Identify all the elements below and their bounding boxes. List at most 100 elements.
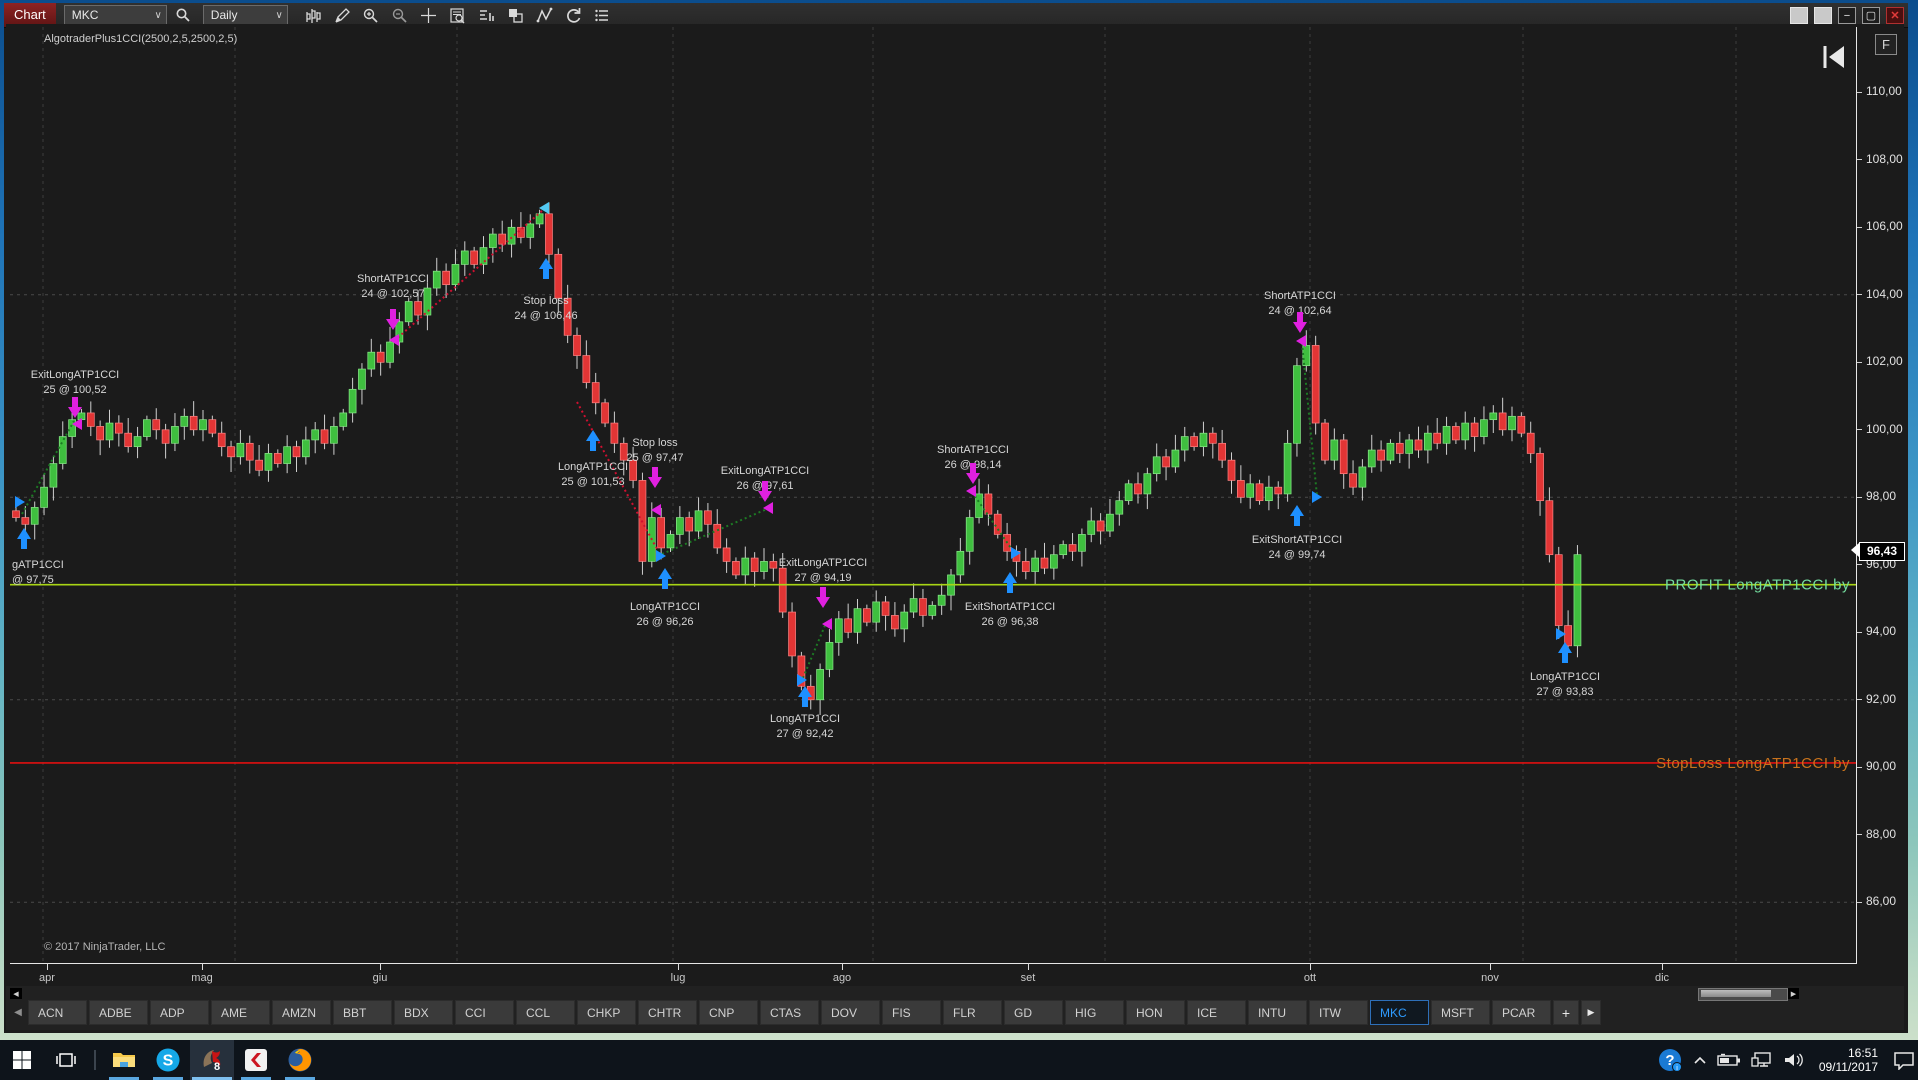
instrument-search-button[interactable] [171,5,195,25]
scrollbar-right-arrow[interactable]: ▶ [1788,988,1799,999]
month-tick [380,963,381,970]
interval-selector[interactable]: Daily ∨ [202,5,288,25]
add-tab-button[interactable]: + [1553,1000,1579,1025]
properties-button[interactable] [592,5,614,25]
ticker-tab-acn[interactable]: ACN [28,1000,87,1025]
battery-icon[interactable] [1717,1053,1741,1067]
ticker-tab-mkc[interactable]: MKC [1370,1000,1429,1025]
price-tick-mark [1857,631,1862,633]
chart-toolbar: Chart MKC ∨ Daily ∨ [4,3,1908,28]
price-tick-label: 94,00 [1866,624,1897,639]
running-app-indicator [192,1077,232,1080]
ticker-tab-cnp[interactable]: CNP [699,1000,758,1025]
skype-taskbar-button[interactable]: S [146,1040,190,1080]
ticker-tab-cci[interactable]: CCI [455,1000,514,1025]
instrument-link-button[interactable] [1790,7,1808,24]
candlestick-chart[interactable]: PROFIT LongATP1CCI by StopLoss LongATP1CC… [10,27,1857,964]
chart-trader-button[interactable] [447,5,469,25]
ticker-tab-bbt[interactable]: BBT [333,1000,392,1025]
price-tick-mark [1857,294,1862,296]
taskbar-clock[interactable]: 16:51 09/11/2017 [1815,1046,1882,1074]
panel-back-icon[interactable]: ◀ [10,988,22,999]
long-arrow-icon [1003,572,1017,593]
ticker-tab-itw[interactable]: ITW [1309,1000,1368,1025]
ticker-tab-ice[interactable]: ICE [1187,1000,1246,1025]
instrument-selector[interactable]: MKC ∨ [63,5,167,25]
price-tick-mark [1857,901,1862,903]
ticker-tab-chtr[interactable]: CHTR [638,1000,697,1025]
task-view-taskbar-button[interactable] [44,1040,88,1080]
start-icon [13,1051,31,1069]
tabs-scroll-left-icon[interactable]: ◀ [14,1007,22,1018]
ticker-tab-intu[interactable]: INTU [1248,1000,1307,1025]
fixed-scale-button[interactable]: F [1875,34,1897,55]
ticker-tab-bdx[interactable]: BDX [394,1000,453,1025]
zoom-out-button[interactable] [389,5,411,25]
zoom-in-button[interactable] [360,5,382,25]
close-button[interactable]: ✕ [1886,7,1904,24]
chart-window-tab[interactable]: Chart [4,3,56,27]
chart-panel-background[interactable] [6,24,1904,986]
month-label: ott [1303,972,1317,984]
zoom-out-icon [393,8,407,23]
long-arrow-icon [798,686,812,707]
chart-style-icon [306,8,321,23]
ticker-tab-msft[interactable]: MSFT [1431,1000,1490,1025]
candlesticks [12,202,1582,715]
crosshair-button[interactable] [418,5,440,25]
trade-links [21,209,1318,679]
ticker-tab-gd[interactable]: GD [1004,1000,1063,1025]
price-tick-label: 88,00 [1866,826,1897,841]
ticker-tab-hig[interactable]: HIG [1065,1000,1124,1025]
window-buttons: − ▢ ✕ [1790,7,1904,24]
kinetick-taskbar-button[interactable] [234,1040,278,1080]
svg-text:i: i [1676,1065,1678,1072]
trade-marker: ExitLongATP1CCI 27 @ 94,19 [779,557,867,630]
horizontal-scrollbar[interactable] [1698,988,1788,1001]
chevron-down-icon: ∨ [275,9,283,21]
ticker-tab-ctas[interactable]: CTAS [760,1000,819,1025]
network-icon[interactable] [1751,1052,1773,1068]
tabs-scroll-right-icon[interactable]: ▶ [1581,1000,1601,1025]
panels-button[interactable] [505,5,527,25]
ticker-tab-dov[interactable]: DOV [821,1000,880,1025]
ticker-tab-amzn[interactable]: AMZN [272,1000,331,1025]
explorer-taskbar-button[interactable] [102,1040,146,1080]
ticker-tab-ame[interactable]: AME [211,1000,270,1025]
market-depth-button[interactable] [476,5,498,25]
ticker-tab-adbe[interactable]: ADBE [89,1000,148,1025]
interval-link-button[interactable] [1814,7,1832,24]
go-to-end-icon[interactable] [1822,44,1846,70]
ticker-tab-hon[interactable]: HON [1126,1000,1185,1025]
speaker-icon[interactable] [1783,1052,1805,1068]
trade-marker: LongATP1CCI 25 @ 101,53 [558,430,628,488]
minimize-button[interactable]: − [1838,7,1856,24]
pencil-button[interactable] [331,5,353,25]
indicator-line-button[interactable] [534,5,556,25]
firefox-taskbar-button[interactable] [278,1040,322,1080]
trade-marker: LongATP1CCI 26 @ 96,26 [630,550,700,628]
ticker-tab-ccl[interactable]: CCL [516,1000,575,1025]
svg-text:S: S [163,1053,174,1070]
ticker-tab-adp[interactable]: ADP [150,1000,209,1025]
chevron-up-icon[interactable] [1693,1055,1707,1065]
ticker-tab-chkp[interactable]: CHKP [577,1000,636,1025]
ticker-tab-pcar[interactable]: PCAR [1492,1000,1551,1025]
ninjatrader-taskbar-button[interactable]: 8 [190,1040,234,1080]
help-icon[interactable]: ? i [1657,1047,1683,1073]
ticker-tab-fis[interactable]: FIS [882,1000,941,1025]
scrollbar-thumb[interactable] [1701,990,1771,997]
ticker-tab-flr[interactable]: FLR [943,1000,1002,1025]
reload-button[interactable] [563,5,585,25]
skype-icon: S [156,1048,180,1072]
chart-style-button[interactable] [302,5,324,25]
strategy-lines: PROFIT LongATP1CCI by StopLoss LongATP1CC… [10,577,1856,772]
short-arrow-icon [386,309,400,330]
start-taskbar-button[interactable] [0,1040,44,1080]
action-center-icon[interactable] [1892,1050,1916,1070]
maximize-button[interactable]: ▢ [1862,7,1880,24]
